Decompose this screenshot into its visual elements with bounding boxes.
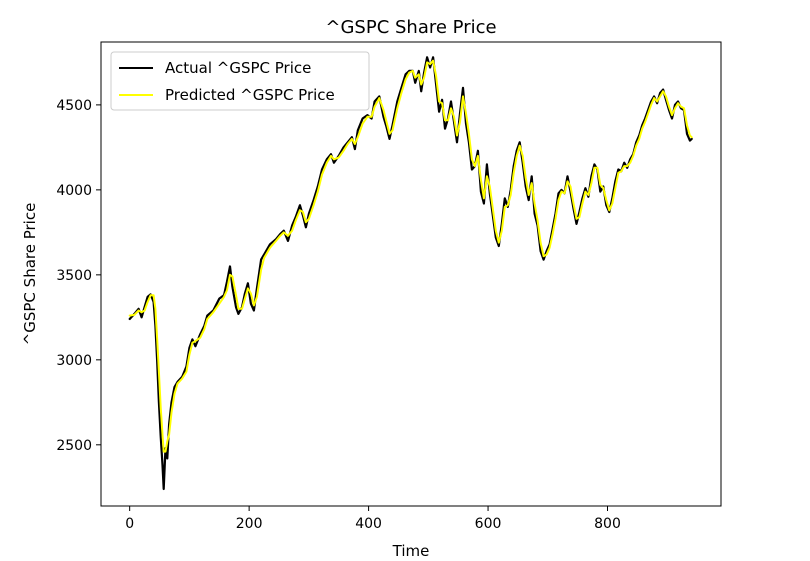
y-axis-label: ^GSPC Share Price — [21, 203, 39, 346]
series-layer — [128, 56, 693, 491]
plot-frame — [100, 41, 722, 507]
legend-label-predicted: Predicted ^GSPC Price — [165, 86, 335, 104]
legend-label-actual: Actual ^GSPC Price — [165, 59, 311, 77]
y-tick-label: 3000 — [56, 353, 92, 369]
x-tick-label: 200 — [236, 516, 263, 532]
x-tick-label: 600 — [475, 516, 502, 532]
legend: Actual ^GSPC Price Predicted ^GSPC Price — [110, 51, 370, 111]
series-line-predicted — [128, 59, 693, 453]
x-tick-label: 0 — [125, 516, 134, 532]
x-tick-label: 800 — [594, 516, 621, 532]
x-tick-label: 400 — [355, 516, 382, 532]
y-tick-label: 2500 — [56, 438, 92, 454]
legend-box — [110, 51, 370, 111]
tick-layer: 0 200 400 600 800 2500 3000 3500 4000 4500 — [56, 98, 621, 532]
y-tick-label: 4000 — [56, 183, 92, 199]
chart-title: ^GSPC Share Price — [325, 17, 496, 38]
y-tick-label: 3500 — [56, 268, 92, 284]
series-line-actual — [128, 56, 693, 491]
y-tick-label: 4500 — [56, 98, 92, 114]
x-axis-label: Time — [392, 542, 430, 560]
